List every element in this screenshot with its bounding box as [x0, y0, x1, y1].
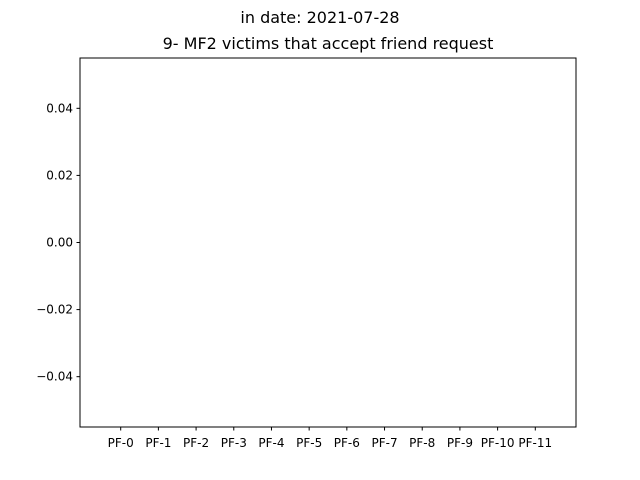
x-tick-label: PF-8 [409, 436, 435, 450]
x-tick-label: PF-11 [518, 436, 552, 450]
y-tick-label: 0.02 [46, 168, 73, 182]
x-tick-label: PF-2 [183, 436, 209, 450]
x-tick-label: PF-0 [108, 436, 134, 450]
x-tick-label: PF-9 [447, 436, 473, 450]
x-axis: PF-0 PF-1 PF-2 PF-3 PF-4 PF-5 PF-6 PF-7 PF-8 PF-9… [108, 427, 552, 450]
chart-suptitle: in date: 2021-07-28 [240, 8, 399, 27]
x-tick-label: PF-7 [371, 436, 397, 450]
y-tick-label: −0.02 [36, 303, 73, 317]
x-tick-label: PF-10 [481, 436, 515, 450]
y-tick-label: −0.04 [36, 370, 73, 384]
x-tick-label: PF-3 [221, 436, 247, 450]
y-tick-label: 0.04 [46, 101, 73, 115]
y-axis: 0.04 0.02 0.00 −0.02 −0.04 [36, 101, 80, 384]
x-tick-label: PF-1 [145, 436, 171, 450]
y-tick-label: 0.00 [46, 236, 73, 250]
x-tick-label: PF-4 [258, 436, 284, 450]
chart-title: 9- MF2 victims that accept friend reques… [163, 34, 494, 53]
x-tick-label: PF-5 [296, 436, 322, 450]
x-tick-label: PF-6 [334, 436, 360, 450]
